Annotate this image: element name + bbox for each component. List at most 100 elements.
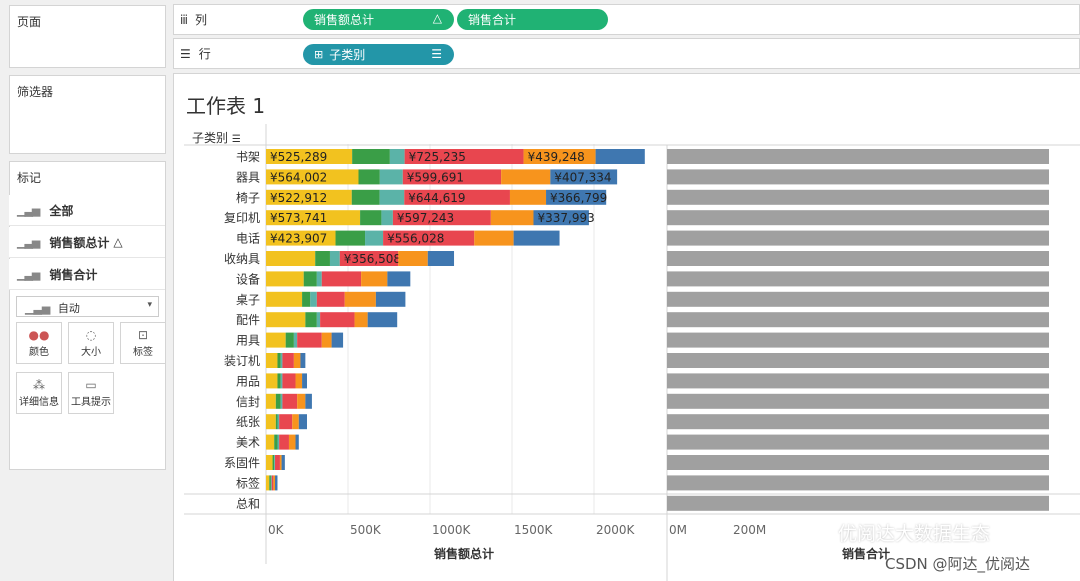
dropdown-arrow-icon: ▾ <box>147 300 152 310</box>
bar-segment <box>474 230 514 246</box>
category-label: 书架 <box>236 150 260 164</box>
category-label: 配件 <box>236 313 260 327</box>
bar-segment <box>295 434 299 450</box>
pill-sales-total[interactable]: 销售额总计 △ <box>303 9 454 30</box>
bar-segment <box>316 271 322 287</box>
detail-button-label: 详细信息 <box>19 397 59 408</box>
marks-card-label: 全部 <box>49 203 74 218</box>
category-label: 设备 <box>236 272 260 286</box>
bar-segment <box>387 271 411 287</box>
category-label: 装订机 <box>224 354 260 368</box>
bar-segment <box>279 434 289 450</box>
bar-segment <box>402 169 502 185</box>
bar-segment <box>329 251 340 266</box>
bar-segment <box>280 393 283 409</box>
bar-segment <box>266 149 353 164</box>
bar-segment <box>533 210 589 226</box>
columns-icon: iii <box>180 12 188 27</box>
data-label: ¥366,799 <box>550 191 607 205</box>
size-button[interactable]: ◌ 大小 <box>68 322 114 364</box>
bar-segment <box>381 210 393 226</box>
watermark-text: 优阅达大数据生态 <box>838 523 991 545</box>
color-button[interactable]: ●● 颜色 <box>16 322 62 364</box>
bar-segment <box>546 189 607 205</box>
bar-segment <box>266 251 316 266</box>
bar-segment <box>281 455 285 470</box>
x-tick-label: 1000K <box>432 523 472 537</box>
sort-icon: ☰ <box>231 134 241 145</box>
bar-segment <box>360 210 382 226</box>
bar-segment <box>315 251 330 266</box>
category-label: 用具 <box>236 334 260 348</box>
mark-type-value: 自动 <box>57 302 80 315</box>
bar-segment <box>351 189 380 205</box>
data-label: ¥556,028 <box>387 232 444 246</box>
bar-segment <box>293 353 301 368</box>
bar-segment <box>275 393 281 409</box>
bar-segment <box>266 169 359 185</box>
marks-card-all[interactable]: ▁▃▅ 全部 <box>9 195 165 226</box>
bar-segment <box>266 230 336 246</box>
bar-chart-icon: ▁▃▅ <box>25 302 51 315</box>
delta-icon: △ <box>432 11 442 25</box>
filters-panel[interactable]: 筛选器 <box>9 75 166 154</box>
data-label: ¥439,248 <box>528 150 585 164</box>
bar-segment <box>266 475 270 491</box>
bar-segment <box>274 455 276 470</box>
bar-segment <box>383 230 475 246</box>
bar-segment <box>379 169 403 185</box>
grey-bar <box>667 230 1049 246</box>
marks-card-sales-sum[interactable]: ▁▃▅ 销售合计 <box>9 259 165 290</box>
bar-segment <box>321 332 332 348</box>
category-label: 椅子 <box>236 191 260 205</box>
bar-chart-icon: ▁▃▅ <box>17 203 40 217</box>
bar-segment <box>305 312 317 328</box>
x-tick-label: 0M <box>669 523 687 537</box>
bar-segment <box>272 455 275 470</box>
columns-shelf-label: iii 列 <box>180 11 207 28</box>
data-label: ¥522,912 <box>270 191 327 205</box>
bar-segment <box>282 373 296 389</box>
bar-segment <box>490 210 534 226</box>
csdn-credit: CSDN @阿达_优阅达 <box>885 555 1031 573</box>
bar-segment <box>310 291 317 307</box>
expand-icon: ⊞ <box>314 48 324 61</box>
label-button[interactable]: ⊡ 标签 <box>120 322 166 364</box>
bar-segment <box>298 414 307 430</box>
bar-segment <box>266 353 278 368</box>
bar-segment <box>389 149 405 164</box>
grey-bar <box>667 189 1049 205</box>
data-label: ¥337,993 <box>537 211 594 225</box>
bar-segment <box>266 434 275 450</box>
x-axis-title: 销售合计 <box>842 546 890 561</box>
label-button-label: 标签 <box>133 347 153 358</box>
rows-shelf-label: ☰ 行 <box>180 45 211 62</box>
pill-subcategory[interactable]: ⊞ 子类别 ☰ <box>303 44 454 65</box>
x-tick-label: 1500K <box>514 523 554 537</box>
bar-segment <box>595 149 645 164</box>
data-label: ¥725,235 <box>409 150 466 164</box>
grey-bar <box>667 271 1049 287</box>
bar-segment <box>321 271 362 287</box>
marks-card-label: 销售额总计 <box>49 235 110 250</box>
bar-segment <box>266 414 276 430</box>
grey-bar <box>667 312 1049 328</box>
grey-bar <box>667 373 1049 389</box>
bar-segment <box>279 455 282 470</box>
category-label: 桌子 <box>236 293 260 307</box>
grey-bar <box>667 332 1049 348</box>
pill-sales-sum[interactable]: 销售合计 <box>457 9 608 30</box>
bar-segment <box>392 210 491 226</box>
grey-bar <box>667 291 1049 307</box>
bar-segment <box>277 414 280 430</box>
pages-panel[interactable]: 页面 <box>9 5 166 68</box>
marks-card-sales-total[interactable]: ▁▃▅ 销售额总计 △ <box>9 227 165 258</box>
bar-segment <box>266 291 303 307</box>
pages-panel-title: 页面 <box>17 15 42 29</box>
bar-segment <box>275 475 278 491</box>
mark-type-dropdown[interactable]: ▁▃▅ 自动 ▾ <box>16 296 159 317</box>
worksheet-view: 工作表 1 子类别 ☰ 书架 ¥525,289 ¥725,235 ¥439,248 器具… <box>173 73 1080 581</box>
bar-segment <box>367 312 398 328</box>
tooltip-button[interactable]: ▭ 工具提示 <box>68 372 114 414</box>
detail-button[interactable]: ⁂ 详细信息 <box>16 372 62 414</box>
